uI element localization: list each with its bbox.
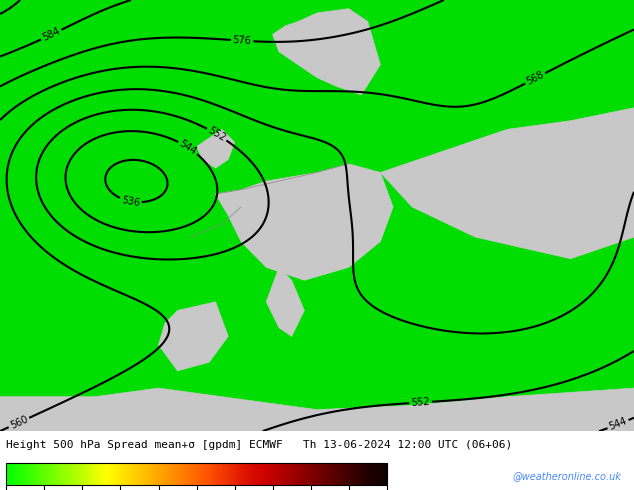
Polygon shape	[0, 388, 634, 431]
Polygon shape	[158, 302, 228, 371]
Text: 552: 552	[411, 397, 430, 408]
Text: @weatheronline.co.uk: @weatheronline.co.uk	[512, 471, 621, 481]
Polygon shape	[380, 108, 634, 259]
Polygon shape	[266, 268, 304, 336]
Polygon shape	[273, 9, 380, 95]
Text: 584: 584	[41, 26, 61, 43]
Text: 544: 544	[178, 138, 198, 157]
Text: 576: 576	[233, 35, 252, 46]
Text: 544: 544	[607, 416, 628, 432]
Text: 568: 568	[525, 70, 546, 87]
Text: 560: 560	[8, 414, 29, 431]
Text: 552: 552	[206, 125, 228, 144]
Polygon shape	[216, 164, 393, 280]
Text: Height 500 hPa Spread mean+σ [gpdm] ECMWF   Th 13-06-2024 12:00 UTC (06+06): Height 500 hPa Spread mean+σ [gpdm] ECMW…	[6, 440, 513, 450]
Text: 536: 536	[120, 195, 141, 208]
Polygon shape	[197, 129, 235, 168]
